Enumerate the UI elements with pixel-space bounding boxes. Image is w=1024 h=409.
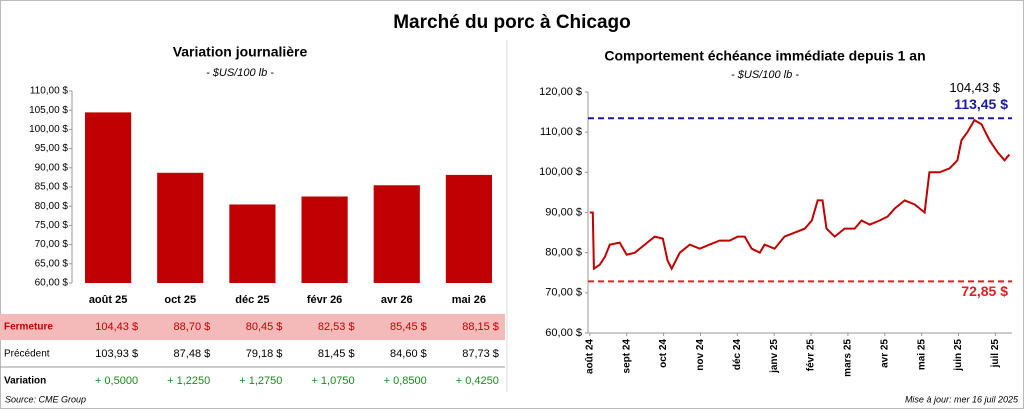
x-tick-label: mai 26 (452, 294, 486, 306)
y-tick-label: 70,00 $ (35, 239, 69, 250)
y-tick-label: 80,00 $ (545, 247, 582, 259)
row-cell: 87,73 $ (462, 348, 499, 360)
y-tick-label: 80,00 $ (35, 201, 69, 212)
row-label: Fermeture (4, 322, 53, 333)
y-tick-label: 100,00 $ (29, 124, 68, 135)
x-tick-label: juin 25 (953, 339, 964, 372)
x-tick-label: mars 25 (843, 339, 854, 377)
bar (229, 204, 276, 283)
row-cell: + 0,4250 (456, 375, 499, 387)
row-cell: 84,60 $ (390, 348, 427, 360)
close-cell: 104,43 $ (95, 321, 138, 333)
x-tick-label: sept 24 (621, 339, 632, 374)
x-tick-label: août 24 (584, 339, 595, 374)
y-tick-label: 105,00 $ (29, 105, 68, 116)
y-tick-label: 70,00 $ (545, 287, 582, 299)
x-tick-label: avr 26 (381, 294, 413, 306)
updated: Mise à jour: mer 16 juil 2025 (905, 394, 1019, 404)
y-tick-label: 90,00 $ (35, 162, 69, 173)
x-tick-label: juil 25 (990, 339, 1001, 369)
y-tick-label: 110,00 $ (30, 86, 69, 97)
bar-subtitle: - $US/100 lb - (206, 67, 274, 79)
close-row-bg (0, 314, 505, 340)
x-tick-label: oct 24 (658, 339, 669, 368)
y-tick-label: 75,00 $ (35, 220, 69, 231)
row-cell: 103,93 $ (95, 348, 138, 360)
title: Marché du porc à Chicago (393, 12, 631, 33)
bar (373, 185, 420, 283)
close-cell: 80,45 $ (246, 321, 283, 333)
line-title: Comportement échéance immédiate depuis 1… (604, 48, 925, 64)
x-tick-label: déc 25 (235, 294, 269, 306)
x-tick-label: nov 24 (695, 339, 706, 371)
x-tick-label: mai 25 (916, 339, 927, 371)
x-tick-label: août 25 (89, 294, 128, 306)
source: Source: CME Group (5, 394, 86, 404)
y-tick-label: 100,00 $ (539, 166, 582, 178)
y-tick-label: 110,00 $ (540, 126, 582, 138)
row-label: Précédent (4, 349, 50, 360)
bar (84, 112, 132, 284)
bar-title: Variation journalière (173, 44, 308, 60)
x-tick-label: déc 24 (732, 339, 743, 371)
y-tick-label: 60,00 $ (545, 327, 582, 339)
price-line (589, 118, 1011, 271)
y-tick-label: 90,00 $ (545, 206, 582, 218)
row-cell: + 1,2750 (239, 375, 282, 387)
row-cell: + 1,2250 (167, 375, 210, 387)
row-cell: 81,45 $ (318, 348, 355, 360)
x-tick-label: janv 25 (769, 339, 780, 374)
y-tick-label: 60,00 $ (35, 278, 69, 289)
x-tick-label: févr 25 (806, 339, 817, 372)
row-label: Variation (4, 376, 46, 387)
bar (301, 196, 348, 283)
last-label: 104,43 $ (949, 80, 1000, 95)
row-cell: + 0,5000 (95, 375, 138, 387)
x-tick-label: oct 25 (164, 294, 196, 306)
bar (445, 174, 493, 283)
row-cell: + 1,0750 (311, 375, 354, 387)
x-tick-label: févr 26 (307, 294, 342, 306)
close-cell: 88,15 $ (462, 321, 499, 333)
row-cell: 87,48 $ (174, 348, 211, 360)
ref-label: 113,45 $ (954, 96, 1008, 112)
y-tick-label: 95,00 $ (35, 143, 69, 154)
close-cell: 82,53 $ (318, 321, 355, 333)
close-cell: 88,70 $ (174, 321, 211, 333)
bar (157, 172, 204, 283)
line-subtitle: - $US/100 lb - (731, 69, 799, 81)
y-tick-label: 85,00 $ (35, 182, 69, 193)
y-tick-label: 120,00 $ (539, 86, 582, 98)
row-cell: + 0,8500 (384, 375, 427, 387)
close-cell: 85,45 $ (390, 321, 427, 333)
row-cell: 79,18 $ (246, 348, 283, 360)
y-tick-label: 65,00 $ (35, 258, 69, 269)
x-tick-label: avr 25 (879, 339, 890, 368)
ref-label: 72,85 $ (961, 283, 1008, 299)
